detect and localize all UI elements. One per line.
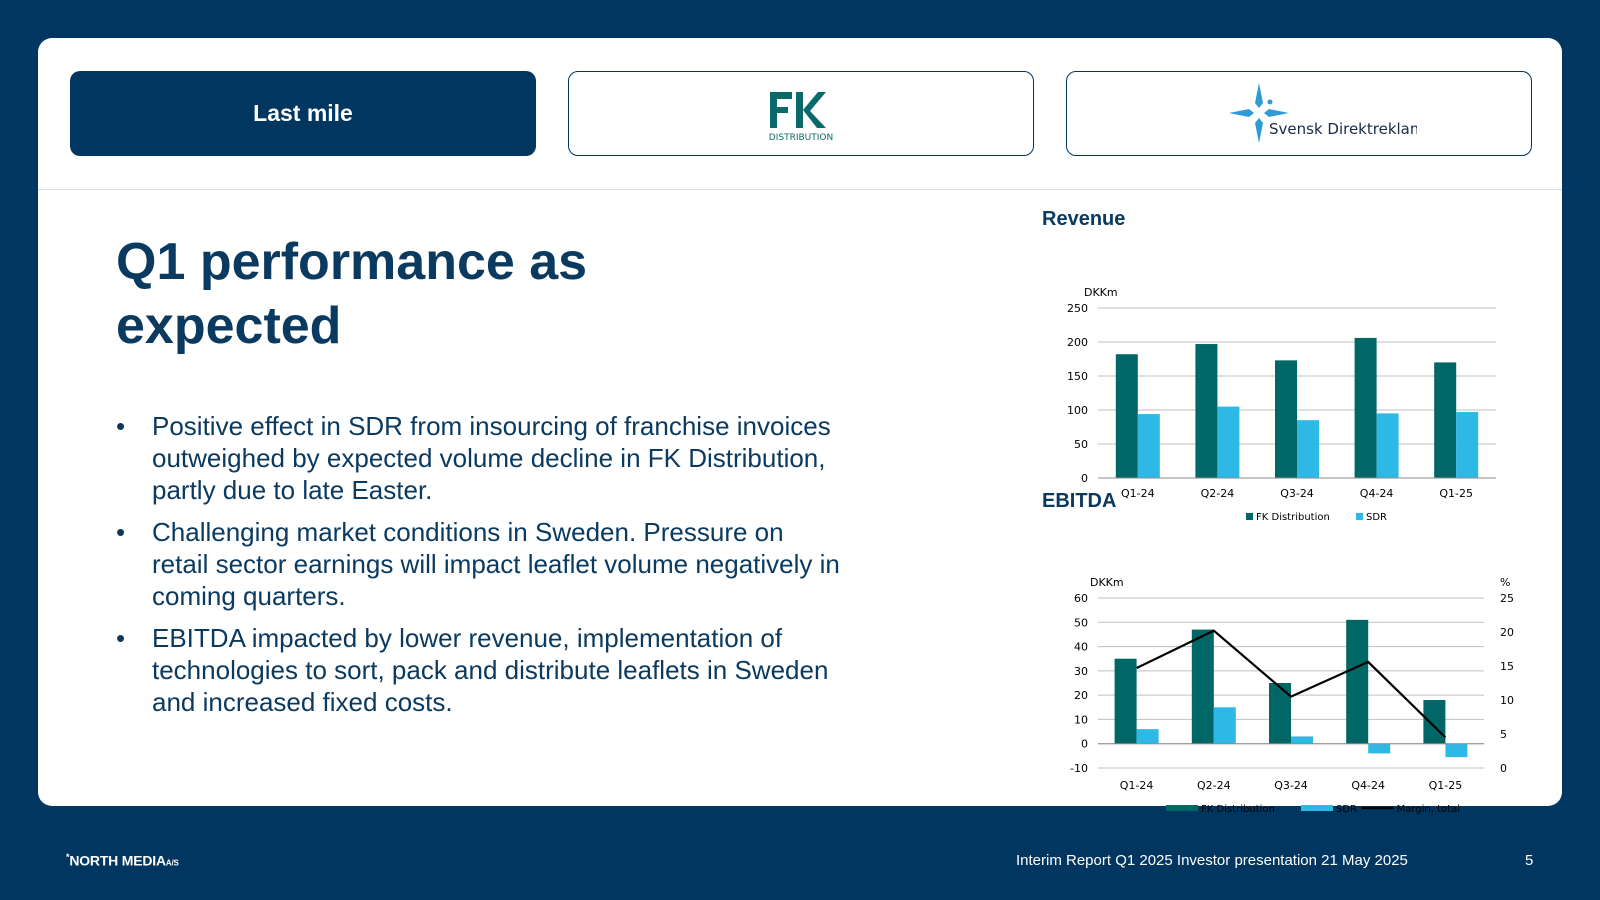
bar-sdr [1297,420,1319,478]
y-tick-label: 20 [1074,689,1088,702]
y-tick-label: 0 [1081,472,1088,485]
legend-swatch [1301,805,1333,811]
bullet-item: • Positive effect in SDR from insourcing… [116,410,846,506]
y-tick-label: 50 [1074,616,1088,629]
bullet-item: • EBITDA impacted by lower revenue, impl… [116,622,846,718]
ebitda-chart-title: EBITDA [1042,490,1117,512]
bar-sdr [1376,413,1399,478]
bullet-dot: • [116,411,126,441]
ebitda-chart: DKKm -10 0 10 20 30 40 50 60% 0 5 10 15 20 25 Q1-24 Q2-2… [1070,576,1514,815]
y-tick-label: 150 [1067,370,1088,383]
page-number: 5 [1525,852,1534,869]
legend-label: Margin, total [1397,804,1460,815]
logo-star: * [66,852,70,862]
header-divider [38,189,1562,190]
y-tick-label: 10 [1074,713,1088,726]
y-tick-label: 30 [1074,665,1088,678]
y2-tick-label: 25 [1500,592,1514,605]
sdr-logo: Svensk Direktreklam [1229,83,1417,143]
y2-tick-label: 10 [1500,694,1514,707]
tab-last-mile[interactable]: Last mile [70,71,536,156]
x-tick-label: Q1-24 [1120,779,1154,792]
y2-axis-label: % [1500,576,1510,589]
x-tick-label: Q4-24 [1360,487,1394,500]
logo-suffix: A/S [165,858,179,868]
slide-card: Last mile DISTRIBUTION Svensk Direktrekl… [38,38,1562,815]
legend-label: SDR [1366,512,1387,523]
y-tick-label: 250 [1067,302,1088,315]
bar-sdr [1136,729,1159,744]
y2-tick-label: 0 [1500,762,1507,775]
legend-label: FK Distribution [1256,512,1330,523]
fk-distribution-logo-box: DISTRIBUTION [568,71,1034,156]
bar-sdr [1445,743,1468,758]
bar-sdr [1137,414,1160,478]
revenue-chart-title: Revenue [1042,208,1126,230]
bar-fk-distribution [1423,700,1446,744]
bullet-text: EBITDA impacted by lower revenue, implem… [152,623,829,717]
margin-line [1136,629,1447,739]
x-tick-label: Q3-24 [1274,779,1308,792]
bar-fk-distribution [1269,683,1291,744]
x-tick-label: Q1-25 [1439,487,1473,500]
revenue-chart: DKKm 0 50 100 150 200 250 Q1-24 Q2-24 Q3-24 Q4-24 Q… [1067,286,1496,523]
bullet-text: Challenging market conditions in Sweden.… [152,517,840,611]
bar-fk-distribution [1115,354,1138,478]
sdr-logo-text: Svensk Direktreklam [1269,120,1417,138]
bar-sdr [1213,707,1236,744]
y-tick-label: 60 [1074,592,1088,605]
x-tick-label: Q2-24 [1197,779,1231,792]
y-tick-label: 0 [1081,738,1088,751]
bar-fk-distribution [1434,362,1457,478]
x-tick-label: Q1-24 [1121,487,1155,500]
page-title: Q1 performance as expected [116,233,588,355]
y2-tick-label: 5 [1500,728,1507,741]
legend-swatch [1246,513,1253,520]
legend-swatch [1356,513,1363,520]
bar-fk-distribution [1191,629,1214,744]
x-tick-label: Q3-24 [1280,487,1314,500]
y2-tick-label: 20 [1500,626,1514,639]
bullet-dot: • [116,517,126,547]
bullet-dot: • [116,623,126,653]
legend-label: SDR [1336,804,1357,815]
tab-last-mile-label: Last mile [253,100,353,126]
y-tick-label: 50 [1074,438,1088,451]
fk-distribution-logo: DISTRIBUTION [769,91,833,143]
legend-label: FK Distribution [1201,804,1275,815]
y-tick-label: 40 [1074,641,1088,654]
bar-sdr [1291,736,1313,744]
y-tick-label: -10 [1070,762,1088,775]
bullet-text: Positive effect in SDR from insourcing o… [152,411,831,505]
bar-sdr [1456,412,1479,478]
legend-swatch [1166,805,1198,811]
x-tick-label: Q1-25 [1429,779,1463,792]
bar-fk-distribution [1354,337,1377,478]
x-tick-label: Q2-24 [1201,487,1235,500]
sdr-logo-box: Svensk Direktreklam [1066,71,1532,156]
bar-fk-distribution [1346,619,1369,744]
bar-sdr [1368,743,1391,754]
y-axis-label: DKKm [1090,576,1124,589]
bullet-item: • Challenging market conditions in Swede… [116,516,846,612]
bar-sdr [1217,406,1240,478]
y2-tick-label: 15 [1500,660,1514,673]
y-tick-label: 100 [1067,404,1088,417]
x-tick-label: Q4-24 [1351,779,1385,792]
footer-text: Interim Report Q1 2025 Investor presenta… [1016,852,1408,869]
bar-fk-distribution [1275,360,1297,478]
bar-fk-distribution [1195,344,1218,478]
logo-text: NORTH MEDIA [69,852,166,869]
bullet-list: • Positive effect in SDR from insourcing… [116,410,846,728]
north-media-logo: *NORTH MEDIAA/S [66,852,179,869]
fk-logo-subtext: DISTRIBUTION [769,133,833,143]
bar-fk-distribution [1114,658,1137,744]
y-axis-label: DKKm [1084,286,1118,299]
y-tick-label: 200 [1067,336,1088,349]
